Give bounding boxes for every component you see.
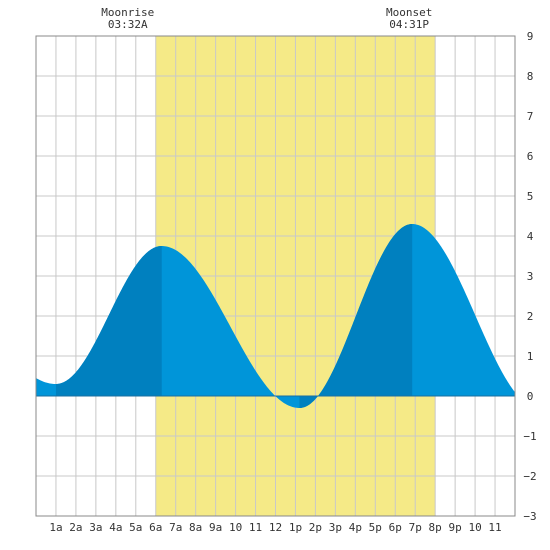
x-tick-label: 5a <box>129 521 142 534</box>
x-tick-label: 9a <box>209 521 222 534</box>
x-tick-label: 5p <box>369 521 382 534</box>
x-tick-label: 11 <box>488 521 501 534</box>
x-tick-label: 6a <box>149 521 162 534</box>
x-tick-label: 3p <box>329 521 342 534</box>
tide-area-rising <box>299 224 413 408</box>
x-tick-label: 10 <box>468 521 481 534</box>
x-tick-label: 3a <box>89 521 102 534</box>
y-tick-label: 7 <box>527 110 534 123</box>
y-tick-label: 0 <box>527 390 534 403</box>
y-tick-label: 9 <box>527 30 534 43</box>
y-axis-ticks: −3 −2 −1 0 1 2 3 4 5 6 7 8 9 <box>523 30 536 523</box>
y-tick-label: 1 <box>527 350 534 363</box>
moonset-label: Moonset <box>386 6 432 19</box>
moonrise-label: Moonrise <box>101 6 154 19</box>
x-tick-label: 1a <box>49 521 62 534</box>
y-tick-label: −1 <box>523 430 536 443</box>
x-tick-label: 9p <box>449 521 462 534</box>
x-tick-label: 7p <box>409 521 422 534</box>
moonrise-time: 03:32A <box>108 18 148 31</box>
y-tick-label: 6 <box>527 150 534 163</box>
x-tick-label: 7a <box>169 521 182 534</box>
x-tick-label: 8p <box>429 521 442 534</box>
y-tick-label: 8 <box>527 70 534 83</box>
moonset-time: 04:31P <box>389 18 429 31</box>
y-tick-label: −2 <box>523 470 536 483</box>
y-tick-label: 4 <box>527 230 534 243</box>
x-tick-label: 11 <box>249 521 262 534</box>
plot-frame <box>35 35 516 517</box>
x-tick-label: 2p <box>309 521 322 534</box>
y-tick-label: 5 <box>527 190 534 203</box>
x-tick-label: 12 <box>269 521 282 534</box>
y-tick-label: 2 <box>527 310 534 323</box>
x-tick-label: 1p <box>289 521 302 534</box>
x-tick-label: 4a <box>109 521 122 534</box>
x-axis-ticks: 1a 2a 3a 4a 5a 6a 7a 8a 9a 10 11 12 1p 2p 3p 4p 5p 6p 7p 8p… <box>49 521 501 534</box>
y-tick-label: 3 <box>527 270 534 283</box>
x-tick-label: 4p <box>349 521 362 534</box>
x-tick-label: 6p <box>389 521 402 534</box>
x-tick-label: 8a <box>189 521 202 534</box>
x-tick-label: 10 <box>229 521 242 534</box>
tide-area <box>36 224 515 408</box>
tide-area-rising <box>55 246 162 396</box>
y-tick-label: −3 <box>523 510 536 523</box>
x-tick-label: 2a <box>69 521 82 534</box>
